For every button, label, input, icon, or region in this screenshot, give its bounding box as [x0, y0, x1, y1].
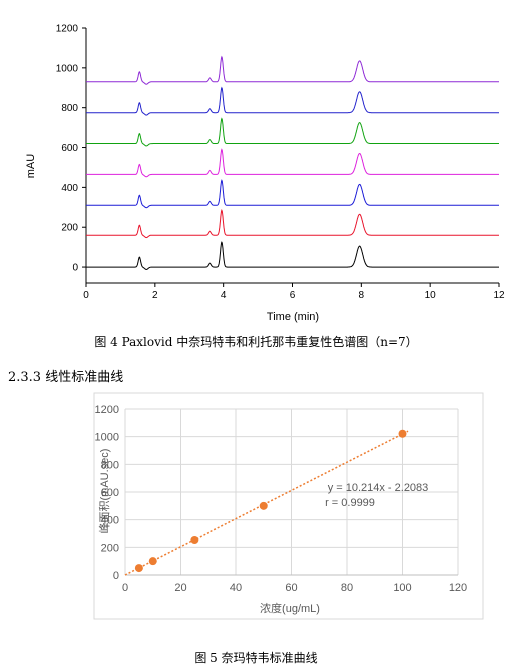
y-tick-label: 1000: [95, 432, 119, 444]
data-point: [190, 536, 199, 545]
data-point: [134, 564, 143, 573]
y-tick-label: 400: [61, 183, 78, 194]
x-tick-label: 120: [449, 582, 467, 594]
y-tick-label: 800: [101, 459, 119, 471]
figure-4-caption: 图 4 Paxlovid 中奈玛特韦和利托那韦重复性色谱图（n=7）: [94, 335, 418, 349]
trendline-equation: y = 10.214x - 2.2083: [328, 482, 429, 494]
x-tick-label: 12: [493, 290, 505, 301]
x-tick-label: 100: [393, 582, 411, 594]
data-point: [259, 501, 268, 510]
correlation-coefficient: r = 0.9999: [325, 497, 375, 509]
calibration-x-axis-label: 浓度(ug/mL): [260, 601, 320, 615]
calibration-curve-chart: 0 200 400 600 800 1000 1200 0 20 40 60 80 100 120 y =…: [93, 392, 484, 620]
chromatogram-trace: [86, 117, 499, 147]
chromatogram-chart: 0 200 400 600 800 1000 1200 0 2 4 6 8 10 12 Time (min…: [25, 24, 505, 324]
x-tick-label: 40: [230, 582, 242, 594]
y-tick-label: 1200: [56, 24, 79, 35]
y-tick-label: 400: [101, 515, 119, 527]
y-tick-label: 1200: [95, 404, 119, 416]
chromatogram-traces: [86, 55, 499, 271]
x-tick-label: 2: [152, 290, 158, 301]
x-tick-label: 0: [83, 290, 89, 301]
data-point: [148, 557, 157, 566]
y-tick-label: 0: [113, 570, 119, 582]
y-tick-label: 600: [101, 487, 119, 499]
chromatogram-axes: 0 200 400 600 800 1000 1200 0 2 4 6 8 10 12: [56, 24, 505, 302]
x-tick-label: 60: [285, 582, 297, 594]
data-point: [398, 429, 407, 438]
x-tick-label: 0: [122, 582, 128, 594]
chromatogram-trace: [86, 209, 499, 239]
figure-5-caption: 图 5 奈玛特韦标准曲线: [194, 651, 318, 665]
x-tick-label: 80: [341, 582, 353, 594]
x-tick-label: 4: [221, 290, 227, 301]
chromatogram-trace: [86, 179, 499, 209]
chromatogram-trace: [86, 86, 499, 116]
calibration-y-axis-label: 峰面积(mAU.sec): [98, 449, 111, 534]
y-tick-label: 600: [61, 143, 78, 154]
chromatogram-trace: [86, 148, 499, 178]
chromatogram-y-axis-label: mAU: [25, 154, 37, 179]
section-heading: 2.3.3 线性标准曲线: [8, 370, 124, 385]
y-tick-label: 1000: [56, 63, 79, 74]
chromatogram-trace: [86, 55, 499, 85]
y-tick-label: 0: [72, 263, 78, 274]
y-tick-label: 800: [61, 103, 78, 114]
x-tick-label: 10: [425, 290, 437, 301]
x-tick-label: 6: [290, 290, 296, 301]
calibration-tick-labels: 0 200 400 600 800 1000 1200 0 20 40 60 80 100 120: [95, 404, 468, 594]
calibration-points: [134, 429, 407, 573]
calibration-chart-frame: [93, 392, 484, 620]
calibration-trendline: [124, 430, 409, 576]
x-tick-label: 20: [174, 582, 186, 594]
y-tick-label: 200: [101, 542, 119, 554]
linear-trendline: [124, 430, 409, 576]
x-tick-label: 8: [359, 290, 365, 301]
chromatogram-trace: [86, 241, 499, 271]
chromatogram-x-axis-label: Time (min): [267, 311, 319, 323]
y-tick-label: 200: [61, 223, 78, 234]
